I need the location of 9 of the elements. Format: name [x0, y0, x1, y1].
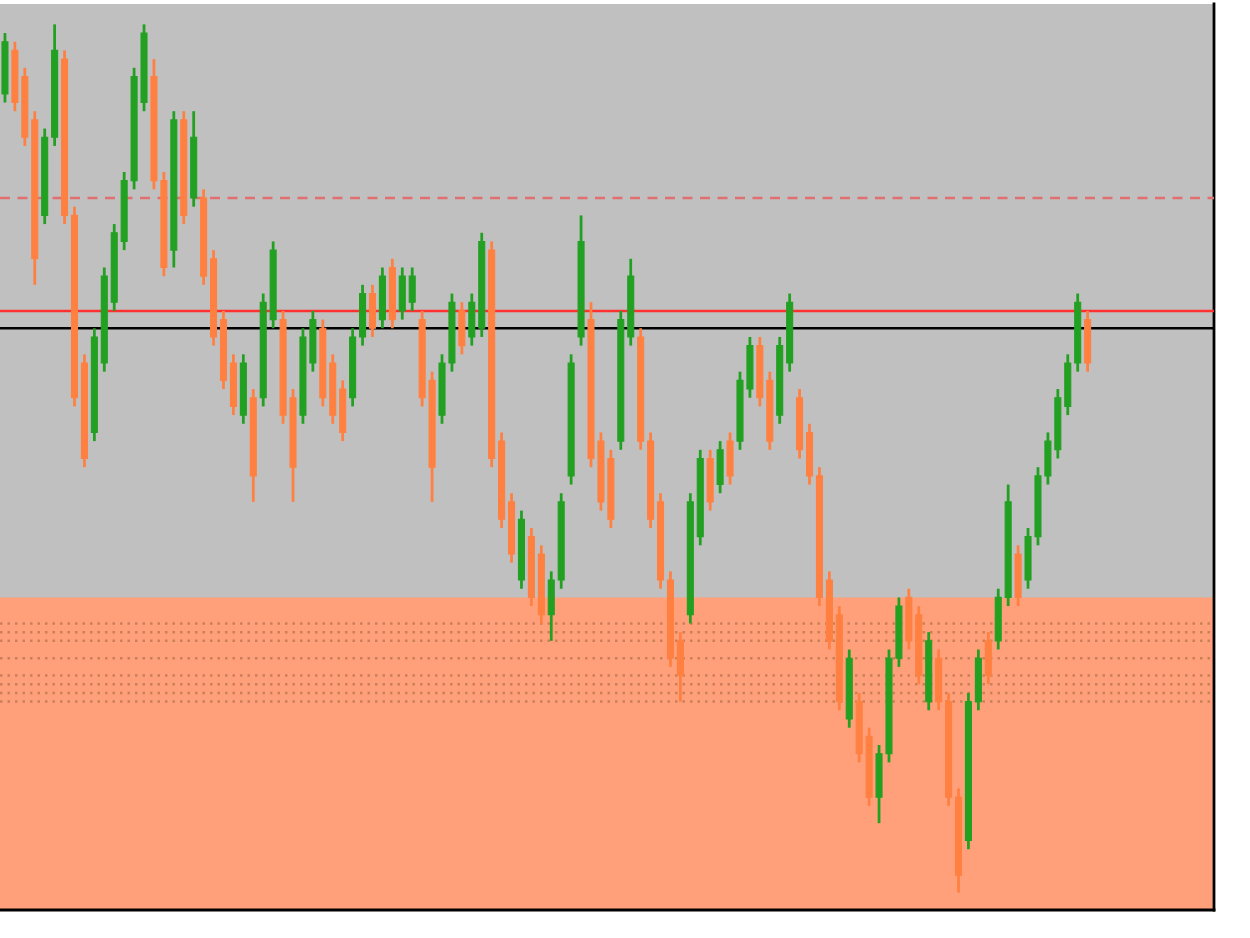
- candlestick: [984, 630, 992, 686]
- candlestick: [458, 300, 466, 356]
- candlestick: [726, 431, 734, 486]
- candlestick: [706, 448, 714, 512]
- candlestick: [378, 266, 386, 330]
- candlestick: [1084, 309, 1092, 374]
- candlestick: [368, 283, 377, 339]
- candlestick: [1014, 543, 1022, 608]
- candlestick: [716, 439, 724, 495]
